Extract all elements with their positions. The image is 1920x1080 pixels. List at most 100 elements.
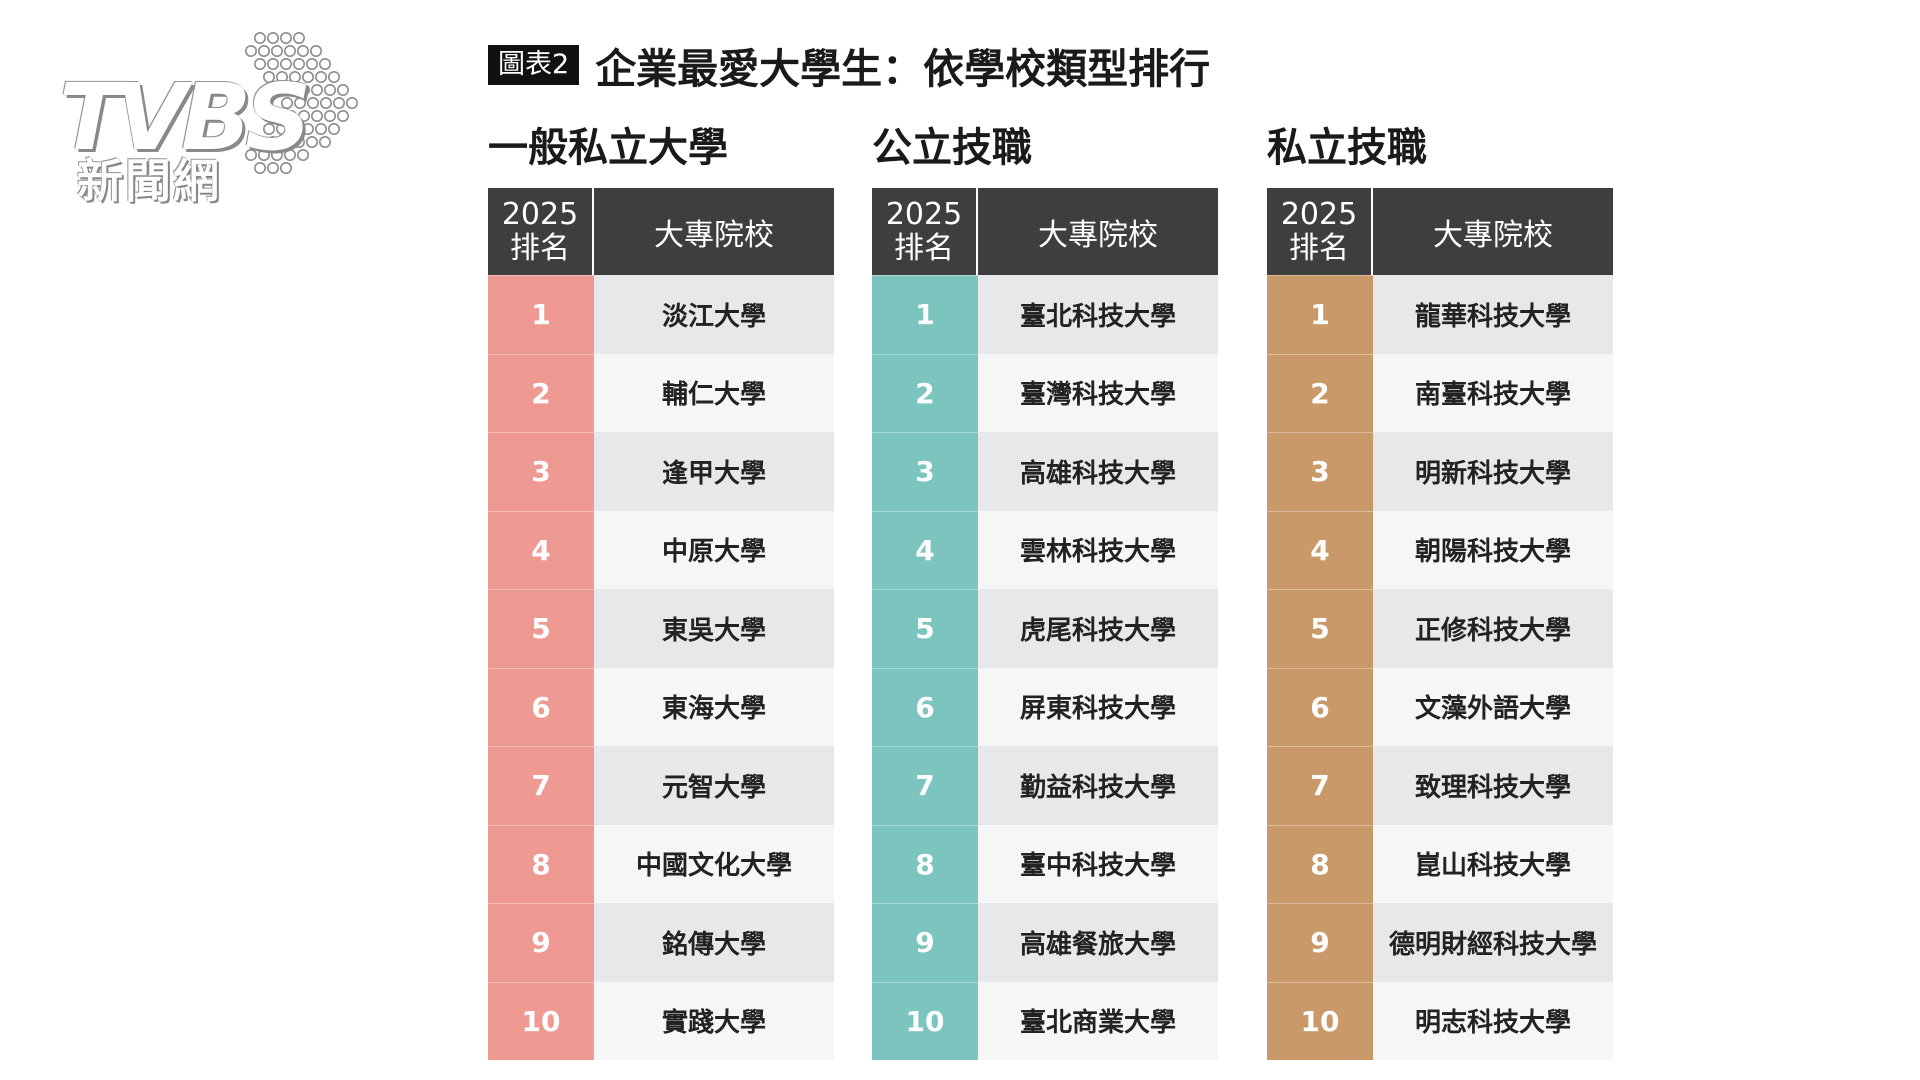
rank-cell: 6 xyxy=(872,667,978,746)
school-cell: 逢甲大學 xyxy=(594,432,834,511)
table-row: 6 文藻外語大學 xyxy=(1267,667,1613,746)
table-row: 10 實踐大學 xyxy=(488,981,834,1060)
rank-header-year: 2025 xyxy=(885,196,963,232)
table-row: 4 雲林科技大學 xyxy=(872,510,1218,589)
logo-dot xyxy=(310,83,323,96)
table-body: 1 龍華科技大學 2 南臺科技大學 3 明新科技大學 4 朝陽科技大學 5 正修科技大學 6 文藻外語… xyxy=(1267,275,1613,1060)
logo-dot xyxy=(289,70,302,83)
school-cell: 虎尾科技大學 xyxy=(978,589,1218,668)
logo-dot xyxy=(302,123,315,136)
school-cell: 崑山科技大學 xyxy=(1373,824,1613,903)
rank-cell: 2 xyxy=(1267,353,1373,432)
school-cell: 高雄餐旅大學 xyxy=(978,903,1218,982)
chart-title: 企業最愛大學生：依學校類型排行 xyxy=(595,45,1211,93)
logo-dot xyxy=(302,70,315,83)
table-row: 6 東海大學 xyxy=(488,667,834,746)
school-cell: 臺灣科技大學 xyxy=(978,353,1218,432)
school-cell: 雲林科技大學 xyxy=(978,510,1218,589)
logo-dot xyxy=(267,162,280,175)
logo-dot xyxy=(323,83,336,96)
rank-header: 2025 排名 xyxy=(1267,188,1373,275)
rank-cell: 10 xyxy=(1267,981,1373,1060)
school-cell: 勤益科技大學 xyxy=(978,746,1218,825)
table-row: 9 德明財經科技大學 xyxy=(1267,903,1613,982)
logo-dot xyxy=(319,97,332,110)
logo-dot xyxy=(254,136,267,149)
logo-dot xyxy=(245,45,258,57)
school-cell: 臺北科技大學 xyxy=(978,275,1218,354)
table-row: 10 明志科技大學 xyxy=(1267,981,1613,1060)
logo-dot xyxy=(258,149,271,162)
logo-dot xyxy=(254,162,267,175)
rank-cell: 1 xyxy=(488,275,594,354)
rank-cell: 4 xyxy=(488,510,594,589)
table-row: 2 輔仁大學 xyxy=(488,353,834,432)
rank-cell: 2 xyxy=(488,353,594,432)
ranking-table: 2025 排名 大專院校 1 淡江大學 2 輔仁大學 3 逢甲大學 4 中原大學 5 東吳大學 6 東海大學… xyxy=(488,188,834,1060)
rank-cell: 3 xyxy=(872,432,978,511)
rank-cell: 6 xyxy=(1267,667,1373,746)
group-title: 一般私立大學 xyxy=(488,125,728,171)
ranking-group-private-university: 一般私立大學 2025 排名 大專院校 1 淡江大學 2 輔仁大學 3 逢甲大學 4 中原大學 5 東吳大… xyxy=(488,118,834,1060)
rank-cell: 8 xyxy=(872,824,978,903)
tvbs-logo: TVBS 新聞網 xyxy=(55,30,385,210)
logo-dot xyxy=(267,136,280,149)
logo-dot xyxy=(284,45,297,57)
table-row: 3 高雄科技大學 xyxy=(872,432,1218,511)
rank-header: 2025 排名 xyxy=(872,188,978,275)
logo-dot xyxy=(280,32,293,44)
logo-dot xyxy=(267,32,280,44)
table-row: 1 淡江大學 xyxy=(488,275,834,354)
school-cell: 臺中科技大學 xyxy=(978,824,1218,903)
table-header: 2025 排名 大專院校 xyxy=(488,188,834,275)
school-header: 大專院校 xyxy=(1038,217,1158,253)
logo-dot xyxy=(323,110,336,123)
logo-dot xyxy=(336,110,349,123)
table-row: 6 屏東科技大學 xyxy=(872,667,1218,746)
table-row: 4 朝陽科技大學 xyxy=(1267,510,1613,589)
logo-dot xyxy=(289,123,302,136)
rank-header-label: 排名 xyxy=(894,230,954,266)
group-title: 公立技職 xyxy=(872,125,1032,171)
table-row: 8 中國文化大學 xyxy=(488,824,834,903)
table-row: 9 銘傳大學 xyxy=(488,903,834,982)
rank-cell: 1 xyxy=(872,275,978,354)
logo-dot xyxy=(280,162,293,175)
school-header: 大專院校 xyxy=(1433,217,1553,253)
school-cell: 致理科技大學 xyxy=(1373,746,1613,825)
logo-dot xyxy=(310,110,323,123)
logo-dot xyxy=(306,136,319,149)
rank-header-year: 2025 xyxy=(1280,196,1358,232)
rank-header-year: 2025 xyxy=(501,196,579,232)
logo-dot xyxy=(293,32,306,44)
group-title: 私立技職 xyxy=(1267,125,1427,171)
table-row: 5 正修科技大學 xyxy=(1267,589,1613,668)
school-cell: 明志科技大學 xyxy=(1373,981,1613,1060)
logo-dot xyxy=(294,97,307,110)
table-row: 3 明新科技大學 xyxy=(1267,432,1613,511)
logo-dot xyxy=(272,110,285,123)
rank-cell: 7 xyxy=(1267,746,1373,825)
school-header: 大專院校 xyxy=(654,217,774,253)
figure-tag: 圖表2 xyxy=(488,45,580,85)
rank-cell: 5 xyxy=(1267,589,1373,668)
rank-cell: 5 xyxy=(488,589,594,668)
logo-dot xyxy=(285,83,298,96)
logo-dot xyxy=(298,110,311,123)
logo-dot xyxy=(280,57,293,70)
rank-cell: 10 xyxy=(872,981,978,1060)
logo-dot xyxy=(263,123,276,136)
logo-dot xyxy=(310,45,323,57)
logo-subtitle: 新聞網 xyxy=(77,154,221,208)
table-row: 7 勤益科技大學 xyxy=(872,746,1218,825)
rank-header-label: 排名 xyxy=(1289,230,1349,266)
rank-cell: 8 xyxy=(488,824,594,903)
logo-dot xyxy=(307,97,320,110)
logo-wordmark: TVBS xyxy=(59,64,311,171)
school-cell: 中原大學 xyxy=(594,510,834,589)
table-row: 1 龍華科技大學 xyxy=(1267,275,1613,354)
ranking-table: 2025 排名 大專院校 1 龍華科技大學 2 南臺科技大學 3 明新科技大學 4 朝陽科技大學 5 正… xyxy=(1267,188,1613,1060)
logo-dot xyxy=(245,149,258,162)
rank-header-label: 排名 xyxy=(510,230,570,266)
school-cell: 德明財經科技大學 xyxy=(1373,903,1613,982)
